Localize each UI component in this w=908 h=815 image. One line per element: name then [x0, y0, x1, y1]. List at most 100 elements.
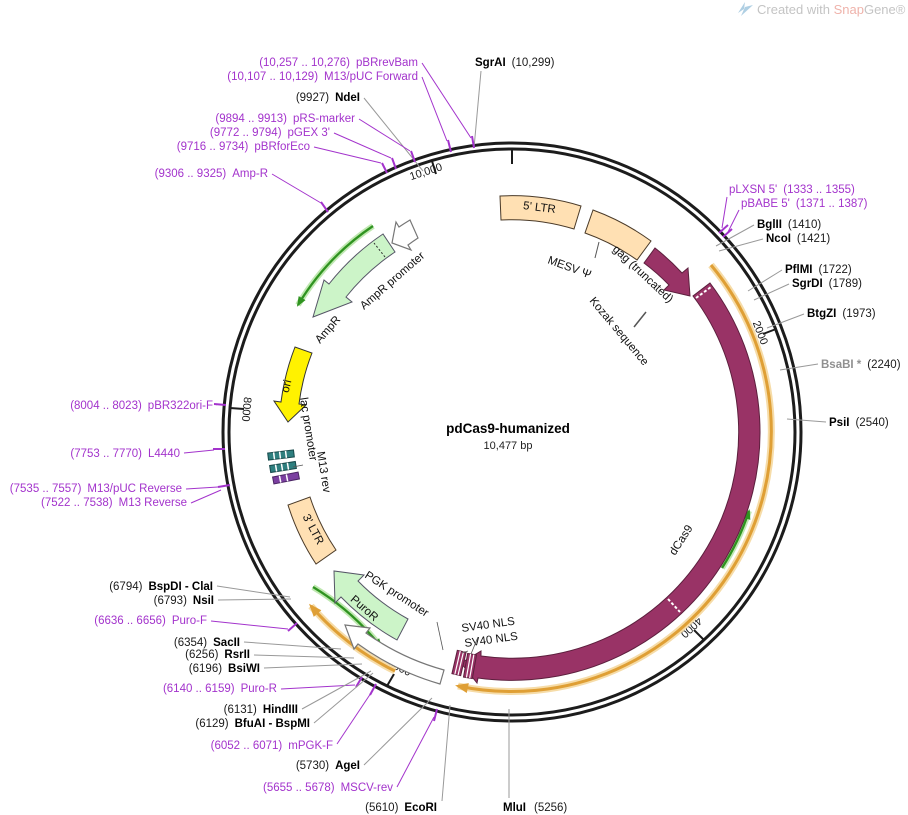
ptick-mscv-rev — [433, 708, 438, 722]
feature-puror-arrow[interactable] — [333, 570, 409, 641]
label-ampr[interactable]: AmpR — [313, 314, 343, 346]
site-btgzi[interactable]: BtgZI (1973) — [766, 308, 876, 329]
ptick-pbr322 — [213, 403, 227, 406]
snapgene-watermark: Created with SnapGene® — [738, 2, 906, 17]
svg-text:SgrDI(1789): SgrDI (1789) — [792, 278, 862, 290]
label-mesv-psi[interactable]: MESV Ψ — [546, 255, 593, 282]
svg-text:SgrAI(10,299): SgrAI (10,299) — [475, 57, 555, 69]
svg-text:(6196)BsiWI: (6196) BsiWI — [189, 663, 260, 675]
site-prs-marker[interactable]: (9894 .. 9913) pRS-marker — [215, 113, 416, 163]
feature-3ltr[interactable] — [287, 496, 337, 565]
site-ecori[interactable]: (5610) EcoRI — [365, 704, 451, 814]
site-pbrforeco[interactable]: (9716 .. 9734) pBRforEco — [177, 141, 388, 174]
feature-m13-rev-block[interactable] — [271, 471, 301, 485]
label-dcas9[interactable]: dCas9 — [667, 523, 695, 557]
site-sgrdi[interactable]: SgrDI (1789) — [753, 278, 862, 301]
feature-ampr-promoter-arrow[interactable] — [391, 219, 419, 252]
leader-pbrforeco — [313, 146, 382, 164]
site-mscv-rev[interactable]: (5655 .. 5678) MSCV-rev — [263, 708, 438, 794]
ampr-junction — [373, 242, 386, 258]
site-sacii[interactable]: (6354) SacII — [174, 637, 342, 650]
leader-bglii — [715, 224, 755, 247]
site-pbrrevbam[interactable]: (10,257 .. 10,276) pBRrevBam — [259, 57, 475, 149]
site-ncoi[interactable]: NcoI (1421) — [718, 233, 830, 252]
site-pflmi[interactable]: PflMI (1722) — [747, 264, 852, 292]
svg-text:(6636 .. 6656)Puro-F: (6636 .. 6656) Puro-F — [94, 615, 207, 627]
site-m13puc-reverse[interactable]: (7535 .. 7557) M13/pUC Reverse — [10, 483, 231, 495]
tick-label-10000: 10,000 — [408, 161, 444, 183]
leader-psii — [786, 418, 827, 423]
leader-pgex3 — [333, 132, 392, 159]
svg-text:(10,107 .. 10,129)M13/pUC Forw: (10,107 .. 10,129) M13/pUC Forward — [227, 71, 418, 83]
site-rsrii[interactable]: (6256) RsrII — [185, 649, 355, 661]
site-bspdi-clai[interactable]: (6794) BspDI - ClaI — [109, 581, 291, 598]
svg-text:(6256)RsrII: (6256) RsrII — [185, 649, 250, 661]
site-pbabe5[interactable]: pBABE 5' (1371 .. 1387) — [722, 198, 868, 238]
watermark-text: Created with SnapGene® — [757, 2, 906, 17]
leader-nls2 — [461, 650, 469, 654]
svg-text:(9772 .. 9794)pGEX 3': (9772 .. 9794) pGEX 3' — [210, 127, 330, 139]
site-l4440[interactable]: (7753 .. 7770) L4440 — [70, 448, 225, 460]
site-bfuai-bspmi[interactable]: (6129) BfuAI - BspMI — [195, 672, 374, 730]
site-amp-r[interactable]: (9306 .. 9325) Amp-R — [155, 168, 329, 213]
site-pgex3[interactable]: (9772 .. 9794) pGEX 3' — [210, 127, 397, 170]
svg-text:(7753 .. 7770)L4440: (7753 .. 7770) L4440 — [70, 448, 180, 460]
leader-prsmarker — [358, 118, 411, 152]
ptick-prsmarker — [410, 150, 416, 163]
feature-pgk-promoter-arrow[interactable] — [344, 624, 445, 685]
feature-sv40-nls-1[interactable] — [462, 652, 478, 680]
ptick-plxsn5 — [718, 224, 729, 234]
site-bglii[interactable]: BglII (1410) — [715, 219, 821, 247]
leader-kozak — [633, 311, 647, 328]
svg-text:(9716 .. 9734)pBRforEco: (9716 .. 9734) pBRforEco — [177, 141, 310, 153]
feature-lac-promoter-block-2[interactable] — [269, 460, 297, 474]
label-m13-rev[interactable]: M13 rev — [314, 451, 332, 494]
leader-bspdi — [216, 585, 291, 598]
site-psii[interactable]: PsiI (2540) — [786, 417, 889, 429]
tick-2000 — [762, 328, 777, 335]
site-plxsn5[interactable]: pLXSN 5' (1333 .. 1355) — [718, 184, 855, 234]
leader-m13r — [190, 489, 222, 504]
svg-text:(6129)BfuAI - BspMI: (6129) BfuAI - BspMI — [195, 718, 310, 730]
site-m13-reverse[interactable]: (7522 .. 7538) M13 Reverse — [41, 489, 222, 509]
site-sgrai[interactable]: SgrAI (10,299) — [473, 57, 555, 149]
site-puro-r[interactable]: (6140 .. 6159) Puro-R — [163, 676, 363, 695]
svg-text:(6052 .. 6071)mPGK-F: (6052 .. 6071) mPGK-F — [211, 740, 333, 752]
svg-text:(9894 .. 9913)pRS-marker: (9894 .. 9913) pRS-marker — [215, 113, 355, 125]
label-ori[interactable]: ori — [280, 379, 295, 394]
svg-text:(10,257 .. 10,276)pBRrevBam: (10,257 .. 10,276) pBRrevBam — [259, 57, 418, 69]
backbone-outer-ring — [221, 141, 803, 723]
site-puro-f[interactable]: (6636 .. 6656) Puro-F — [94, 615, 298, 632]
ptick-pbrforeco — [381, 162, 388, 174]
leader-mpgk-f — [336, 692, 372, 745]
label-kozak[interactable]: Kozak sequence — [587, 295, 651, 368]
site-pbr322ori-f[interactable]: (8004 .. 8023) pBR322ori-F — [70, 400, 227, 412]
leader-pbrrevbam — [421, 62, 472, 139]
site-agei[interactable]: (5730) AgeI — [296, 697, 433, 772]
feature-mesv-psi[interactable] — [584, 209, 652, 261]
leader-bfuai — [313, 672, 374, 724]
site-mpgk-f[interactable]: (6052 .. 6071) mPGK-F — [211, 683, 377, 752]
svg-text:(6140 .. 6159)Puro-R: (6140 .. 6159) Puro-R — [163, 683, 277, 695]
leader-sacii — [243, 641, 342, 650]
feature-5ltr[interactable] — [499, 195, 582, 230]
site-bsabi[interactable]: BsaBI * (2240) — [779, 359, 901, 371]
feature-gag-arrow[interactable] — [643, 247, 691, 297]
ptick-pbabe5 — [722, 228, 733, 238]
feature-sv40-nls-2[interactable] — [451, 649, 467, 677]
label-5ltr[interactable]: 5' LTR — [522, 200, 556, 216]
site-bsiwi[interactable]: (6196) BsiWI — [189, 663, 363, 675]
feature-ampr-arrow[interactable] — [312, 233, 396, 318]
site-mlui[interactable]: MluI (5256) — [503, 709, 567, 814]
site-nsii[interactable]: (6793) NsiI — [154, 595, 292, 607]
site-hindiii[interactable]: (6131) HindIII — [224, 670, 372, 716]
feature-lac-promoter-block-1[interactable] — [267, 449, 295, 461]
leader-agei — [363, 697, 433, 766]
site-m13puc-forward[interactable]: (10,107 .. 10,129) M13/pUC Forward — [227, 71, 452, 153]
ptick-m13pucr — [217, 484, 231, 488]
feature-ori-arrow[interactable] — [272, 346, 313, 423]
plasmid-size: 10,477 bp — [484, 440, 533, 452]
tick-label-8000: 8000 — [239, 397, 253, 422]
tick-10000 — [431, 160, 437, 175]
